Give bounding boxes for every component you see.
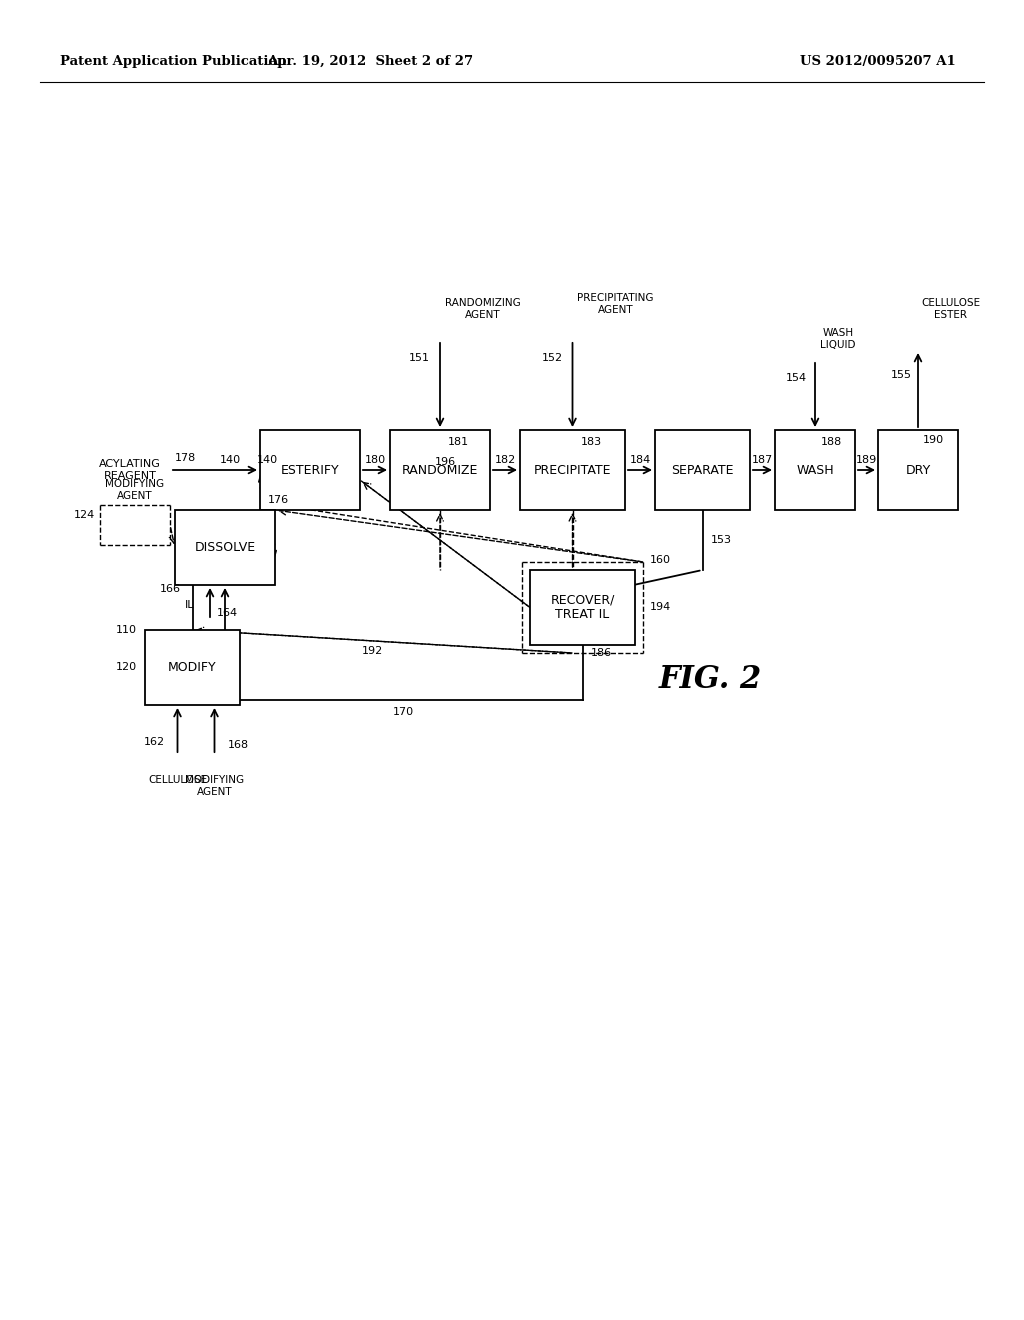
Text: DISSOLVE: DISSOLVE xyxy=(195,541,256,554)
Text: 183: 183 xyxy=(581,437,602,447)
Text: MODIFYING
AGENT: MODIFYING AGENT xyxy=(185,775,244,796)
Text: 164: 164 xyxy=(217,609,239,618)
Bar xyxy=(530,570,635,645)
Bar xyxy=(655,430,750,510)
Text: WASH
LIQUID: WASH LIQUID xyxy=(820,329,855,350)
Text: PRECIPITATE: PRECIPITATE xyxy=(534,463,611,477)
Text: FIG. 2: FIG. 2 xyxy=(658,664,762,696)
Text: 189: 189 xyxy=(856,455,878,465)
Text: 140: 140 xyxy=(219,455,241,465)
Text: 176: 176 xyxy=(268,495,289,506)
Text: 154: 154 xyxy=(785,374,807,383)
Text: 140: 140 xyxy=(257,455,279,465)
Text: Apr. 19, 2012  Sheet 2 of 27: Apr. 19, 2012 Sheet 2 of 27 xyxy=(267,55,473,69)
Text: 192: 192 xyxy=(361,647,383,656)
Text: 120: 120 xyxy=(116,663,137,672)
Bar xyxy=(390,430,490,510)
Text: 181: 181 xyxy=(449,437,469,447)
Text: 184: 184 xyxy=(630,455,650,465)
Text: CELLULOSE
ESTER: CELLULOSE ESTER xyxy=(921,298,980,319)
Text: MODIFYING
AGENT: MODIFYING AGENT xyxy=(105,479,165,500)
Text: 186: 186 xyxy=(591,648,611,657)
Text: 152: 152 xyxy=(542,352,562,363)
Text: 155: 155 xyxy=(891,370,912,380)
Text: RANDOMIZE: RANDOMIZE xyxy=(401,463,478,477)
Text: CELLULOSE: CELLULOSE xyxy=(147,775,207,785)
Bar xyxy=(175,510,275,585)
Text: Patent Application Publication: Patent Application Publication xyxy=(60,55,287,69)
Text: WASH: WASH xyxy=(797,463,834,477)
Bar xyxy=(145,630,240,705)
Text: ESTERIFY: ESTERIFY xyxy=(281,463,339,477)
Text: 170: 170 xyxy=(393,708,415,717)
Text: SEPARATE: SEPARATE xyxy=(672,463,734,477)
Text: RANDOMIZING
AGENT: RANDOMIZING AGENT xyxy=(445,298,521,319)
Text: PRECIPITATING
AGENT: PRECIPITATING AGENT xyxy=(578,293,654,315)
Text: 180: 180 xyxy=(365,455,386,465)
Text: DRY: DRY xyxy=(905,463,931,477)
Text: 196: 196 xyxy=(434,457,456,467)
Text: 124: 124 xyxy=(74,510,95,520)
Text: 178: 178 xyxy=(175,453,197,463)
Text: RECOVER/
TREAT IL: RECOVER/ TREAT IL xyxy=(550,594,614,622)
Text: MODIFY: MODIFY xyxy=(168,661,217,675)
Text: 194: 194 xyxy=(650,602,672,612)
Text: 188: 188 xyxy=(821,437,843,447)
Text: 166: 166 xyxy=(160,583,180,594)
Text: 153: 153 xyxy=(711,535,731,545)
Text: 162: 162 xyxy=(143,737,165,747)
Text: US 2012/0095207 A1: US 2012/0095207 A1 xyxy=(800,55,955,69)
Text: 160: 160 xyxy=(650,554,671,565)
Text: 151: 151 xyxy=(409,352,430,363)
Text: ACYLATING
REAGENT: ACYLATING REAGENT xyxy=(99,459,161,480)
Text: 187: 187 xyxy=(752,455,773,465)
Text: IL: IL xyxy=(185,601,195,610)
Text: 182: 182 xyxy=(495,455,516,465)
Bar xyxy=(260,430,360,510)
Bar xyxy=(520,430,625,510)
Text: 110: 110 xyxy=(116,624,137,635)
Bar xyxy=(878,430,958,510)
Text: 190: 190 xyxy=(923,436,944,445)
Bar xyxy=(775,430,855,510)
Text: 168: 168 xyxy=(227,741,249,750)
